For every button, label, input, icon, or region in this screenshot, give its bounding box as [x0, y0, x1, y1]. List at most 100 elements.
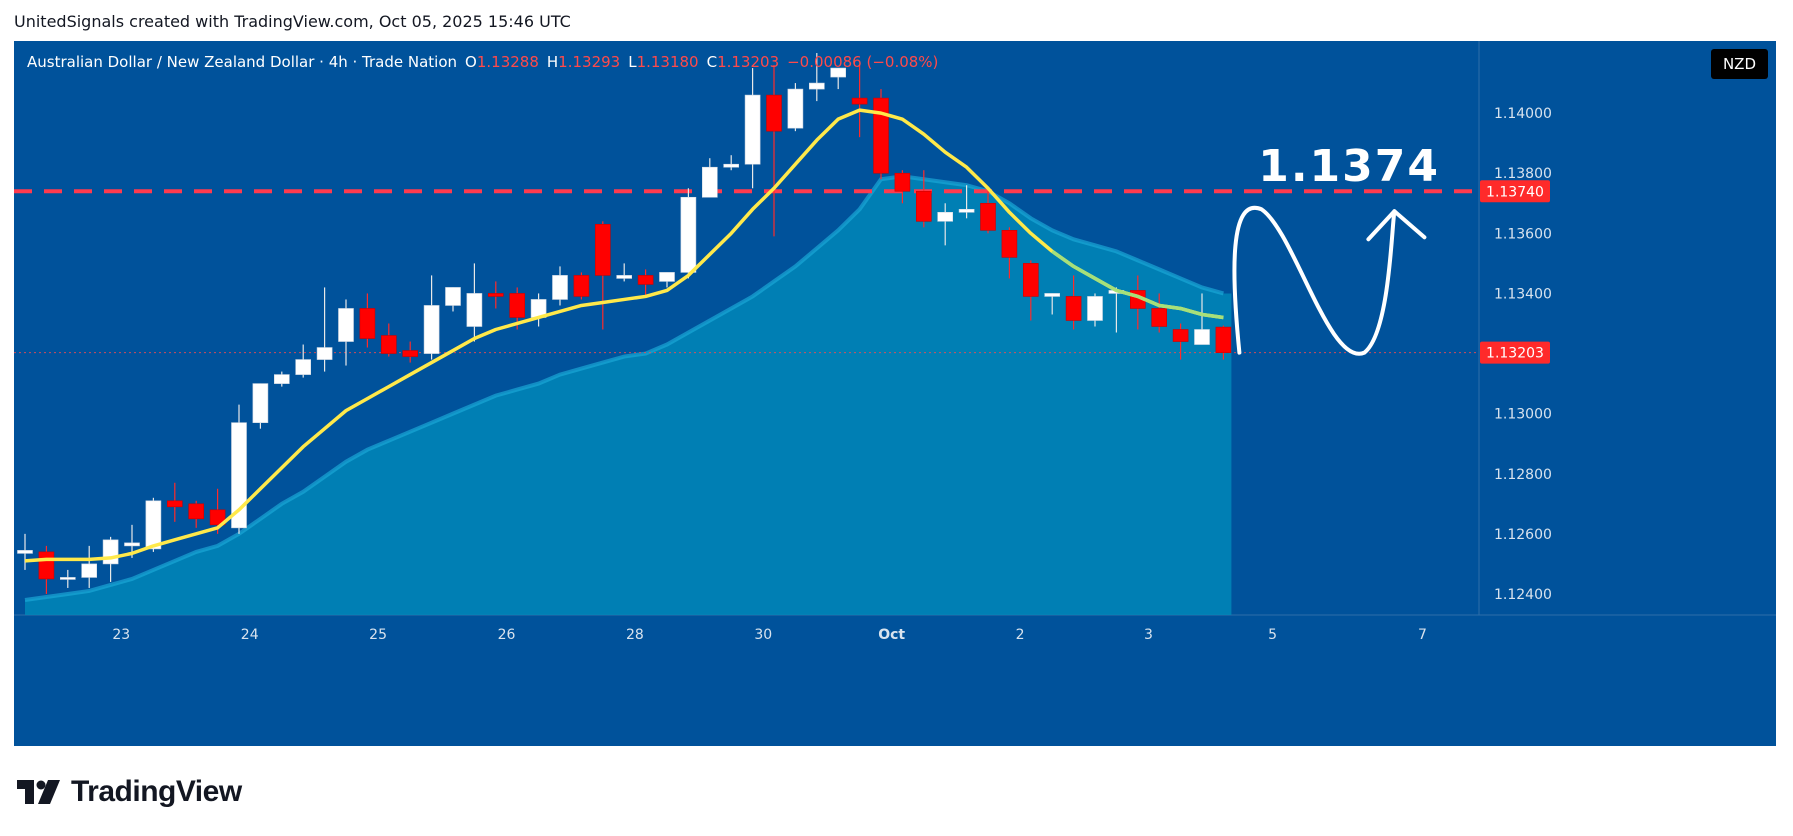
tradingview-logo[interactable]: TradingView	[17, 772, 242, 812]
candle	[1172, 323, 1189, 360]
candle-body	[1194, 329, 1210, 345]
candle-body	[873, 97, 889, 174]
high-value: 1.13293	[558, 53, 621, 71]
candle-body	[209, 509, 226, 526]
candle	[958, 185, 975, 219]
candle	[1001, 227, 1018, 279]
candle	[851, 65, 868, 138]
candle	[787, 83, 804, 132]
y-tick-label: 1.12600	[1494, 527, 1552, 543]
candle-body	[145, 500, 162, 550]
candle	[744, 68, 761, 189]
candle-body	[552, 275, 568, 300]
candle	[17, 533, 33, 570]
candle-body	[124, 542, 140, 547]
candle-body	[980, 202, 996, 231]
x-tick-label: 5	[1268, 627, 1277, 643]
candle-body	[38, 551, 55, 580]
price-axis: 1.14000 1.13800 1.13600 1.13400 1.13000 1.128…	[1494, 106, 1552, 603]
candle	[273, 371, 290, 387]
candle	[894, 170, 911, 204]
candle	[1022, 260, 1039, 321]
candle-body	[1001, 230, 1018, 258]
chart-attribution: UnitedSignals created with TradingView.c…	[14, 12, 571, 31]
candle-body	[59, 577, 76, 580]
candles	[17, 53, 1232, 594]
candle-body	[594, 224, 611, 276]
candle	[1194, 293, 1210, 345]
candle-body	[1065, 296, 1082, 321]
currency-badge[interactable]: NZD	[1710, 49, 1768, 79]
high-key: H	[546, 53, 559, 71]
candle	[359, 293, 376, 348]
candle	[1065, 275, 1082, 330]
x-tick-label: 30	[754, 627, 772, 643]
candle-body	[167, 500, 183, 508]
candle-body	[894, 172, 911, 192]
x-tick-label: 25	[369, 627, 387, 643]
y-tick-label: 1.12400	[1494, 587, 1552, 603]
candle	[980, 191, 996, 234]
candle-body	[402, 350, 419, 357]
symbol-legend: Australian Dollar / New Zealand Dollar ·…	[27, 53, 938, 71]
candle	[231, 404, 247, 534]
candle-body	[487, 293, 504, 297]
x-tick-label: 23	[112, 627, 130, 643]
projection-path	[1232, 205, 1397, 356]
tradingview-logo-icon	[17, 780, 60, 804]
target-price-badge-text: 1.13740	[1486, 184, 1544, 200]
candle-body	[316, 347, 333, 360]
candle-body	[915, 190, 932, 222]
candle-body	[573, 275, 590, 297]
x-tick-label: 7	[1418, 627, 1427, 643]
candle-body	[359, 308, 376, 339]
candle-body	[466, 293, 483, 327]
x-tick-label: 24	[241, 627, 259, 643]
candle-body	[637, 275, 654, 285]
last-price-badge-bg	[1480, 341, 1550, 364]
candle	[616, 263, 633, 282]
candle-body	[744, 94, 761, 165]
projection-arrowhead	[1366, 209, 1427, 242]
x-tick-label: Oct	[878, 627, 905, 643]
candle-body	[252, 383, 269, 423]
candle-body	[787, 88, 804, 129]
candle-body	[723, 163, 740, 168]
candle	[81, 545, 97, 588]
candle	[466, 263, 483, 342]
chart-frame[interactable]: 1.1374 1.14000 1.13800 1.13600 1.13400 1.1300…	[14, 41, 1776, 746]
candle	[252, 383, 269, 429]
x-tick-label: 26	[498, 627, 516, 643]
open-key: O	[465, 53, 477, 71]
candle-body	[808, 82, 825, 90]
candle	[637, 269, 654, 297]
price-chart[interactable]: 1.1374 1.14000 1.13800 1.13600 1.13400 1.1300…	[14, 41, 1776, 746]
candle	[594, 221, 611, 330]
candle-body	[830, 67, 847, 78]
candle	[1215, 325, 1232, 360]
candle	[145, 497, 162, 552]
candle-body	[958, 208, 975, 213]
candle	[680, 188, 697, 279]
candle-body	[1087, 296, 1103, 321]
candle	[573, 272, 590, 300]
candle	[338, 299, 354, 366]
candle	[59, 569, 76, 588]
candle-body	[1022, 263, 1039, 297]
candle-body	[81, 563, 97, 578]
candle-body	[231, 422, 247, 529]
ema-line-tail	[1051, 249, 1224, 320]
candle	[808, 53, 825, 102]
candle	[873, 89, 889, 180]
open-value: 1.13288	[476, 53, 539, 71]
candle	[830, 67, 847, 90]
close-key: C	[706, 53, 718, 71]
target-price-badge-bg	[1480, 180, 1550, 203]
y-tick-label: 1.13000	[1494, 407, 1552, 423]
candle	[38, 545, 55, 594]
candle-body	[380, 335, 397, 354]
candle	[423, 275, 440, 360]
low-key: L	[628, 53, 637, 71]
candle	[766, 65, 782, 237]
candle	[188, 500, 204, 528]
